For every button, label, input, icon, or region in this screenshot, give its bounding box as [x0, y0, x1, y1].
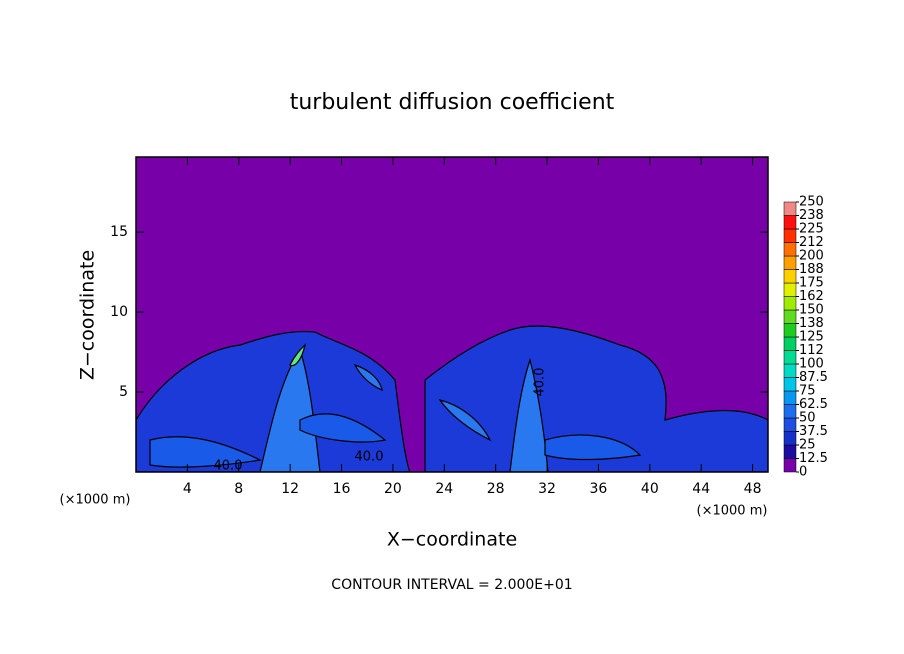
contour-label: 40.0 — [355, 450, 384, 465]
colorbar-swatch — [783, 201, 797, 216]
colorbar-swatch — [783, 282, 797, 297]
colorbar-swatch — [783, 390, 797, 405]
x-unit-label: (×1000 m) — [697, 504, 768, 519]
colorbar-label: 225 — [799, 222, 824, 237]
x-tick-label: 8 — [234, 481, 243, 497]
x-tick-label: 48 — [744, 481, 762, 497]
y-tick-label: 10 — [110, 304, 128, 320]
colorbar-swatch — [783, 215, 797, 230]
colorbar-label: 0 — [799, 465, 807, 480]
colorbar-swatch — [783, 431, 797, 446]
field — [136, 325, 768, 472]
colorbar-swatch — [783, 309, 797, 324]
colorbar-swatch — [783, 417, 797, 432]
colorbar-swatch — [783, 377, 797, 392]
colorbar-swatch — [783, 269, 797, 284]
colorbar-swatch — [783, 336, 797, 351]
x-tick-label: 28 — [487, 481, 505, 497]
y-tick-label: 15 — [110, 224, 128, 240]
colorbar-label: 87.5 — [799, 370, 828, 385]
colorbar-label: 200 — [799, 249, 824, 264]
contour-label: 40.0 — [533, 368, 548, 397]
y-axis-title: Z−coordinate — [77, 250, 99, 380]
colorbar-label: 75 — [799, 384, 816, 399]
colorbar-label: 150 — [799, 303, 824, 318]
colorbar-label: 212 — [799, 235, 824, 250]
colorbar-swatch — [783, 323, 797, 338]
colorbar-swatch — [783, 363, 797, 378]
colorbar-label: 25 — [799, 438, 816, 453]
chart-title: turbulent diffusion coefficient — [290, 90, 615, 115]
colorbar-swatch — [783, 350, 797, 365]
x-tick-label: 44 — [692, 481, 710, 497]
contour-label: 40.0 — [214, 459, 243, 474]
colorbar-label: 112 — [799, 343, 824, 358]
x-tick-label: 4 — [183, 481, 192, 497]
x-tick-label: 16 — [333, 481, 351, 497]
colorbar-label: 250 — [799, 195, 824, 210]
colorbar-label: 238 — [799, 208, 824, 223]
colorbar-label: 162 — [799, 289, 824, 304]
colorbar-swatch — [783, 296, 797, 311]
footer-note: CONTOUR INTERVAL = 2.000E+01 — [331, 577, 572, 593]
x-tick-label: 20 — [384, 481, 402, 497]
colorbar-swatch — [783, 458, 797, 473]
x-unit-label: (×1000 m) — [60, 493, 131, 508]
colorbar-label: 188 — [799, 262, 824, 277]
colorbar-swatch — [783, 255, 797, 270]
colorbar-label: 50 — [799, 411, 816, 426]
plot-frame — [135, 156, 769, 473]
x-tick-label: 40 — [641, 481, 659, 497]
x-tick-label: 32 — [538, 481, 556, 497]
colorbar-swatch — [783, 404, 797, 419]
colorbar-label: 12.5 — [799, 451, 828, 466]
y-tick-label: 5 — [119, 384, 128, 400]
colorbar-swatch — [783, 444, 797, 459]
colorbar-label: 37.5 — [799, 424, 828, 439]
colorbar-label: 175 — [799, 276, 824, 291]
colorbar-label: 138 — [799, 316, 824, 331]
x-axis-title: X−coordinate — [387, 529, 517, 551]
colorbar-label: 100 — [799, 357, 824, 372]
colorbar-label: 62.5 — [799, 397, 828, 412]
x-tick-label: 36 — [590, 481, 608, 497]
colorbar-swatch — [783, 228, 797, 243]
colorbar-swatch — [783, 242, 797, 257]
x-tick-label: 12 — [281, 481, 299, 497]
x-tick-label: 24 — [435, 481, 453, 497]
colorbar-label: 125 — [799, 330, 824, 345]
